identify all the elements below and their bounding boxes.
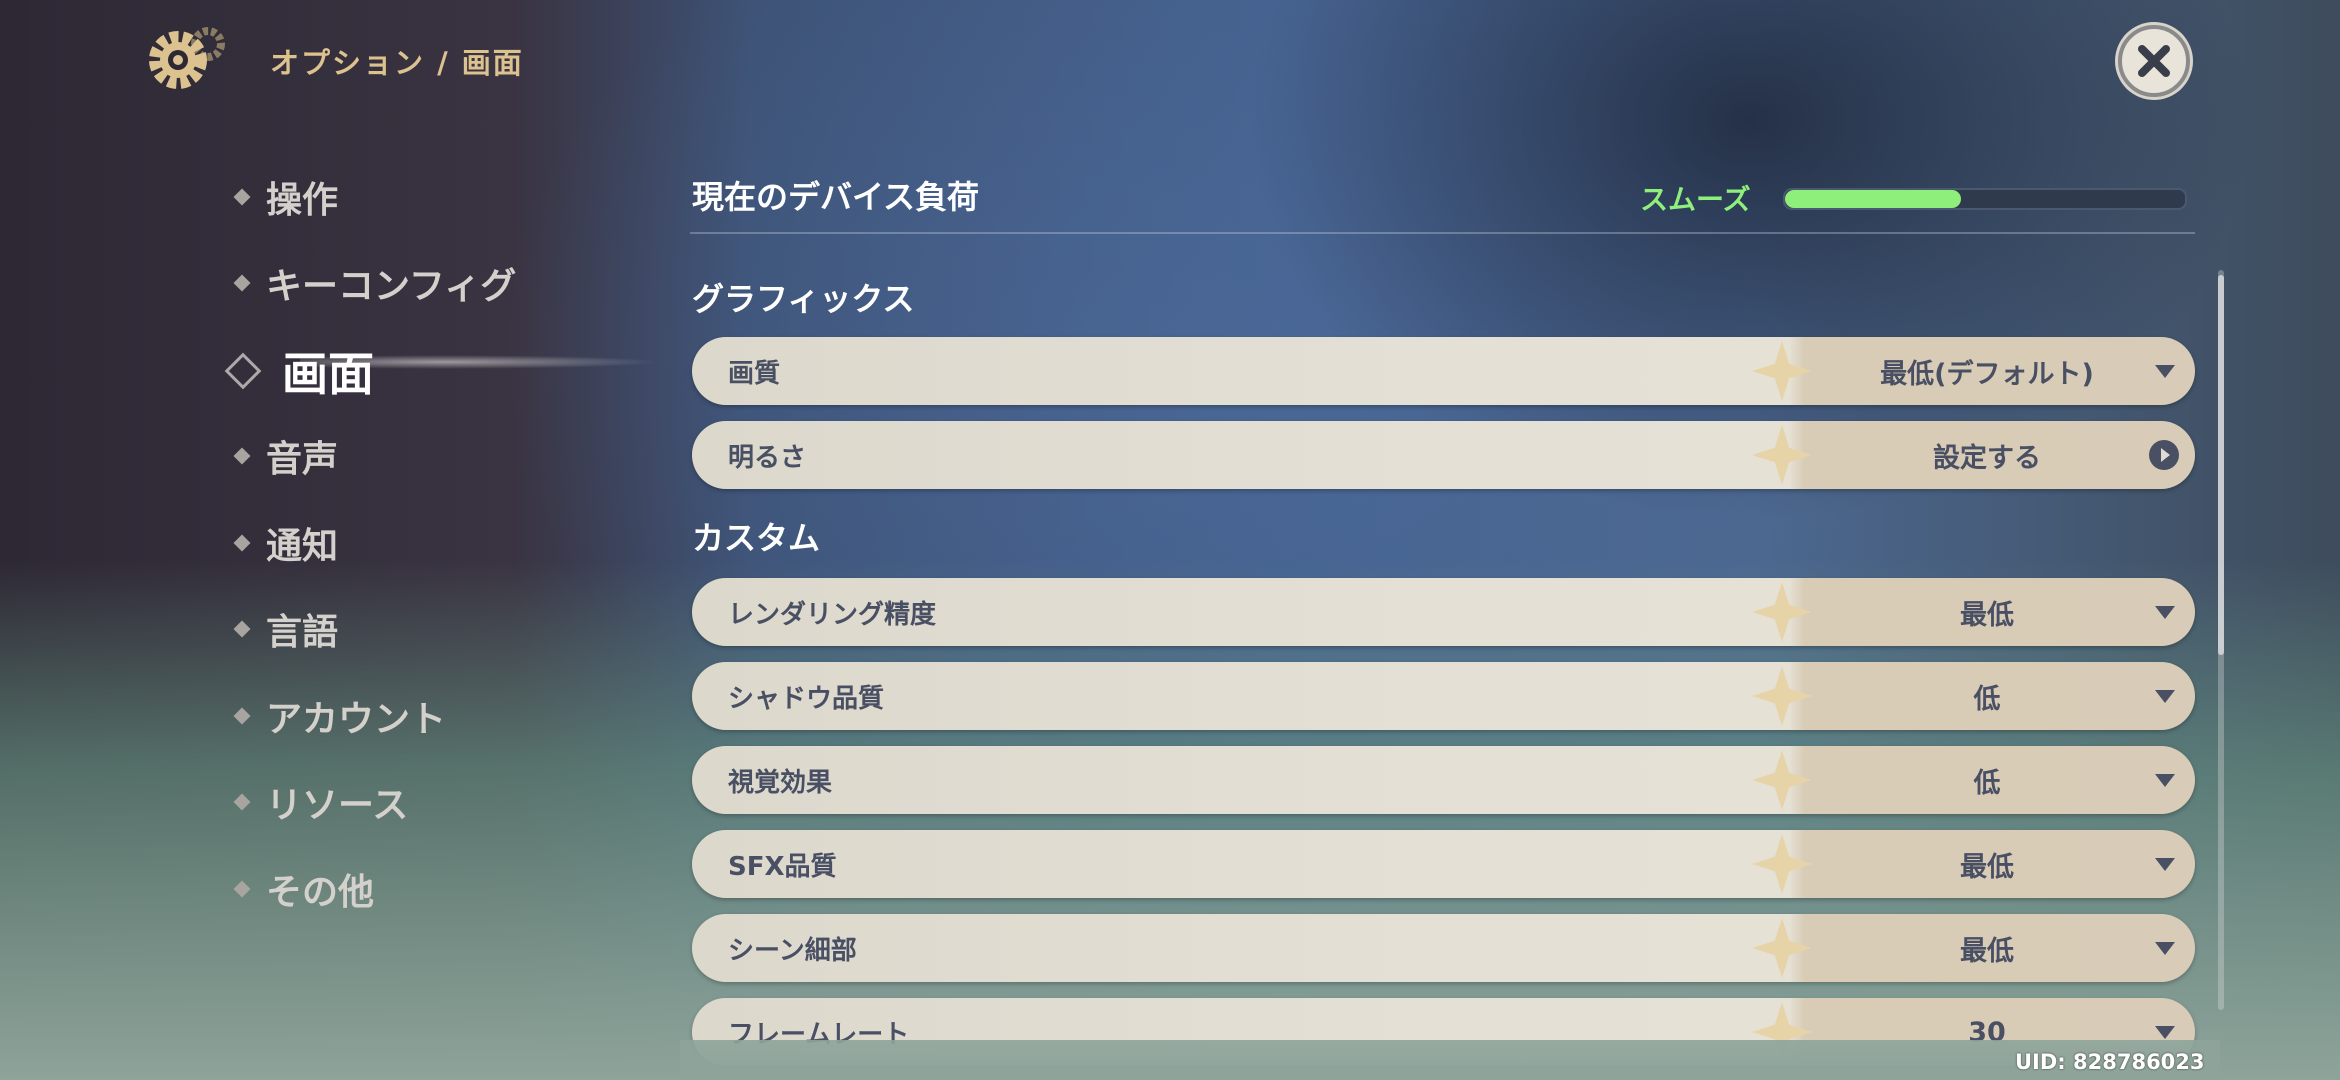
dropdown-arrow-icon[interactable] xyxy=(2155,941,2175,955)
uid-label: UID: 828786023 xyxy=(2015,1050,2205,1074)
sidebar-item[interactable]: 画面 xyxy=(224,338,374,404)
diamond-icon xyxy=(233,534,251,552)
star-decoration xyxy=(1752,666,1812,726)
dropdown-arrow-icon[interactable] xyxy=(2155,689,2175,703)
dropdown-arrow-icon[interactable] xyxy=(2155,364,2175,378)
sidebar-item[interactable]: 通知 xyxy=(233,517,339,569)
diamond-icon xyxy=(233,447,251,465)
sidebar-item-label: リソース xyxy=(266,785,409,826)
dropdown-arrow-icon[interactable] xyxy=(2155,605,2175,619)
sidebar-item[interactable]: 操作 xyxy=(233,171,339,223)
diamond-icon xyxy=(224,352,262,390)
sidebar-item-label: アカウント xyxy=(266,699,447,740)
setting-label: レンダリング精度 xyxy=(728,599,937,630)
diamond-icon xyxy=(233,880,251,898)
dropdown-arrow-icon[interactable] xyxy=(2155,1025,2175,1039)
setting-value: 設定する xyxy=(1933,442,2041,474)
device-load-fill xyxy=(1785,190,1961,208)
setting-label: 視覚効果 xyxy=(728,767,833,798)
close-icon xyxy=(2138,45,2170,77)
close-button[interactable] xyxy=(2118,25,2190,97)
setting-label: 画質 xyxy=(728,358,781,389)
background-fade xyxy=(0,560,2340,1080)
setting-value: 最低(デフォルト) xyxy=(1880,358,2094,390)
section-custom-title: カスタム xyxy=(692,519,821,557)
setting-value: 低 xyxy=(1973,683,2001,715)
active-glow xyxy=(300,355,660,369)
dropdown-arrow-icon[interactable] xyxy=(2155,773,2175,787)
sidebar-item[interactable]: キーコンフィグ xyxy=(233,257,517,309)
setting-row[interactable]: レンダリング精度 最低 xyxy=(692,578,2195,646)
sidebar-item-label: 言語 xyxy=(266,612,339,653)
divider xyxy=(690,232,2195,234)
star-decoration xyxy=(1752,341,1812,401)
sidebar-item[interactable]: その他 xyxy=(233,863,375,915)
diamond-icon xyxy=(233,274,251,292)
diamond-icon xyxy=(233,188,251,206)
star-decoration xyxy=(1752,582,1812,642)
star-decoration xyxy=(1752,918,1812,978)
sidebar-item-label: キーコンフィグ xyxy=(266,266,517,307)
bottom-overlay xyxy=(680,1040,2220,1080)
sidebar-item[interactable]: リソース xyxy=(233,776,409,828)
star-decoration xyxy=(1752,750,1812,810)
setting-label: SFX品質 xyxy=(728,851,837,882)
setting-row[interactable]: シーン細部 最低 xyxy=(692,914,2195,982)
sidebar-item[interactable]: 音声 xyxy=(233,430,339,482)
setting-value: 最低 xyxy=(1960,851,2014,883)
setting-label: シーン細部 xyxy=(728,935,857,966)
diamond-icon xyxy=(233,620,251,638)
arrow-right-circle-icon[interactable] xyxy=(2149,440,2179,470)
setting-label: 明るさ xyxy=(728,442,807,473)
setting-row[interactable]: 画質 最低(デフォルト) xyxy=(692,337,2195,405)
setting-label: シャドウ品質 xyxy=(728,683,885,714)
device-load-bar xyxy=(1783,188,2187,210)
diamond-icon xyxy=(233,707,251,725)
sidebar-item-label: その他 xyxy=(266,872,375,913)
setting-row[interactable]: 明るさ 設定する xyxy=(692,421,2195,489)
gear-icon xyxy=(149,27,225,89)
setting-value: 最低 xyxy=(1960,935,2014,967)
setting-row[interactable]: SFX品質 最低 xyxy=(692,830,2195,898)
dropdown-arrow-icon[interactable] xyxy=(2155,857,2175,871)
sidebar-item[interactable]: 言語 xyxy=(233,603,339,655)
setting-row[interactable]: 視覚効果 低 xyxy=(692,746,2195,814)
setting-row[interactable]: シャドウ品質 低 xyxy=(692,662,2195,730)
section-graphics-title: グラフィックス xyxy=(692,280,915,318)
device-load-title: 現在のデバイス負荷 xyxy=(692,178,980,216)
scrollbar-thumb[interactable] xyxy=(2218,275,2224,655)
sidebar-item-label: 通知 xyxy=(266,526,339,567)
setting-value: 最低 xyxy=(1960,599,2014,631)
sidebar-item-label: 操作 xyxy=(266,180,339,221)
device-load-status: スムーズ xyxy=(1640,183,1751,216)
sidebar-item-label: 画面 xyxy=(282,347,374,401)
sidebar-item[interactable]: アカウント xyxy=(233,690,447,742)
setting-value: 低 xyxy=(1973,767,2001,799)
breadcrumb: オプション / 画面 xyxy=(270,46,524,80)
sidebar-item-label: 音声 xyxy=(266,439,339,480)
star-decoration xyxy=(1752,425,1812,485)
diamond-icon xyxy=(233,793,251,811)
star-decoration xyxy=(1752,834,1812,894)
